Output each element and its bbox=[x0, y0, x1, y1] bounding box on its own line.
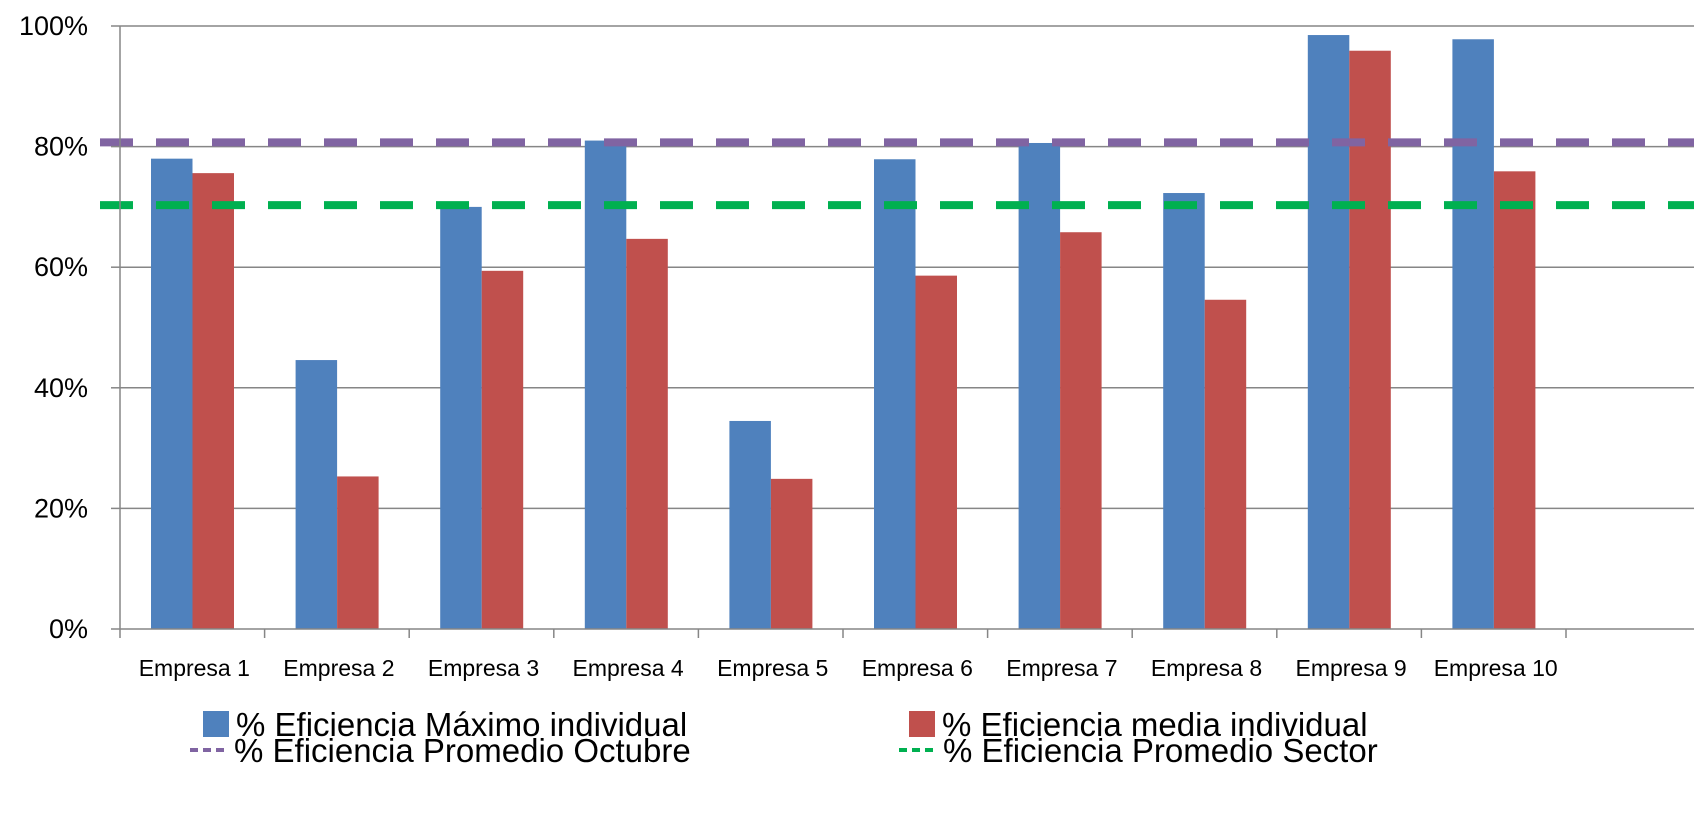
bar-media bbox=[1060, 232, 1102, 629]
y-tick-label: 60% bbox=[34, 252, 88, 282]
bar-media bbox=[770, 478, 813, 629]
x-tick-label: Empresa 9 bbox=[1295, 655, 1406, 681]
y-tick-label: 20% bbox=[34, 493, 88, 523]
y-tick-label: 100% bbox=[19, 11, 88, 41]
bars bbox=[151, 35, 1536, 630]
x-tick-label: Empresa 7 bbox=[1006, 655, 1117, 681]
legend-swatch bbox=[909, 711, 935, 737]
bar-maximo bbox=[584, 140, 627, 629]
bar-media bbox=[915, 275, 957, 629]
bar-maximo bbox=[151, 158, 193, 629]
x-tick-label: Empresa 5 bbox=[717, 655, 828, 681]
y-tick-label: 80% bbox=[34, 132, 88, 162]
reference-lines bbox=[100, 138, 1694, 210]
legend-label: % Eficiencia Promedio Sector bbox=[943, 732, 1378, 769]
bar-media bbox=[481, 270, 524, 629]
x-tick-label: Empresa 4 bbox=[572, 655, 683, 681]
legend-label: % Eficiencia Máximo individual bbox=[236, 706, 687, 743]
x-tick-label: Empresa 2 bbox=[283, 655, 394, 681]
bar-maximo bbox=[440, 206, 482, 629]
bar-media bbox=[1493, 171, 1536, 629]
bar-media bbox=[1349, 50, 1391, 629]
y-tick-label: 40% bbox=[34, 373, 88, 403]
bar-maximo bbox=[295, 360, 338, 629]
x-tick-label: Empresa 6 bbox=[862, 655, 973, 681]
bar-maximo bbox=[1163, 193, 1205, 629]
y-tick-label: 0% bbox=[49, 614, 88, 644]
x-tick-label: Empresa 1 bbox=[139, 655, 250, 681]
x-tick-label: Empresa 8 bbox=[1151, 655, 1262, 681]
bar-maximo bbox=[1307, 35, 1350, 630]
legend-label: % Eficiencia media individual bbox=[942, 706, 1368, 743]
bar-media bbox=[626, 238, 668, 629]
x-tick-label: Empresa 10 bbox=[1434, 655, 1558, 681]
legend: % Eficiencia Máximo individual% Eficienc… bbox=[190, 706, 1378, 769]
bar-media bbox=[1204, 299, 1247, 629]
legend-label: % Eficiencia Promedio Octubre bbox=[234, 732, 691, 769]
bar-maximo bbox=[874, 159, 916, 629]
legend-swatch bbox=[203, 711, 229, 737]
x-tick-label: Empresa 3 bbox=[428, 655, 539, 681]
bar-media bbox=[192, 173, 234, 629]
bar-maximo bbox=[729, 420, 771, 629]
axes: 0% 20% 40% 60% 80% 100% Empresa 1 Empresa 2 Empr… bbox=[19, 11, 1694, 681]
bar-maximo bbox=[1452, 39, 1494, 630]
bar-maximo bbox=[1018, 142, 1061, 629]
bar-media bbox=[337, 476, 379, 629]
